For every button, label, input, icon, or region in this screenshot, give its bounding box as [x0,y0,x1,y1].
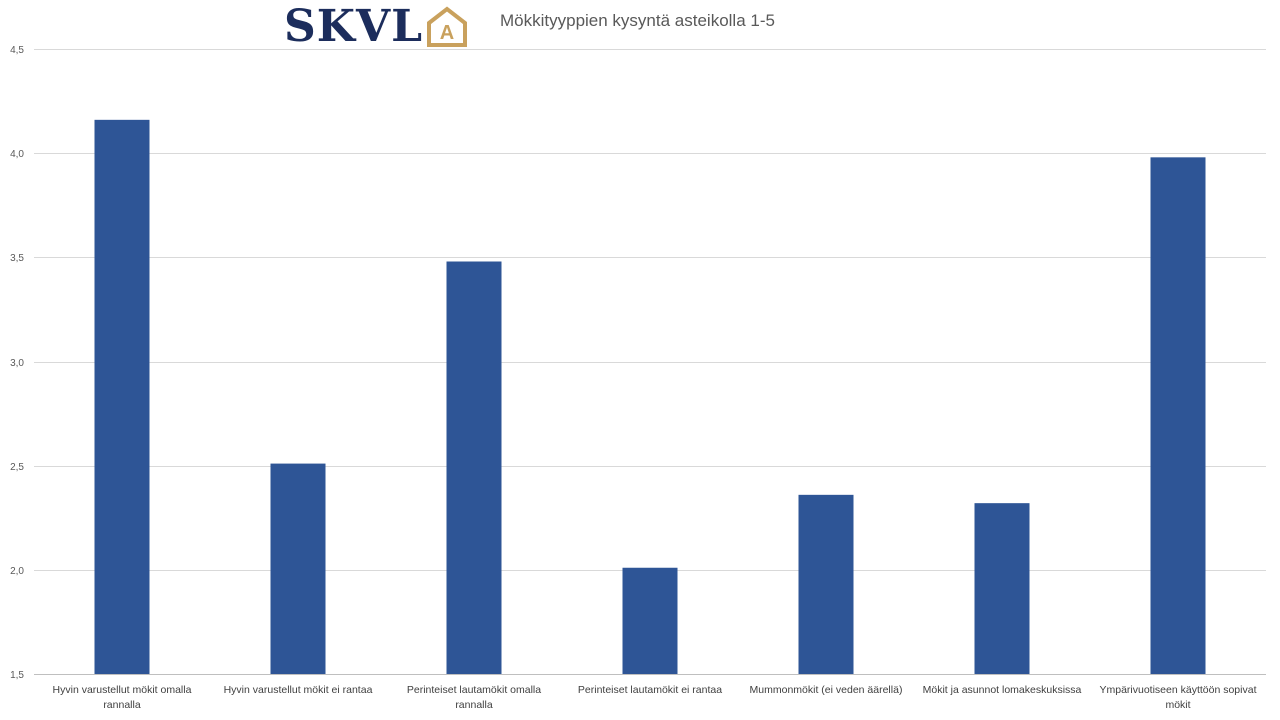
bar [622,567,678,674]
logo-wordmark: SKVL [284,1,424,52]
y-tick-label: 2,0 [10,566,24,577]
skvl-logo: SKVL A [284,4,469,50]
y-tick-label: 4,5 [10,45,24,56]
x-category-label: Hyvin varustellut mökit ei rantaa [224,684,373,696]
logo-mark-letter: A [440,22,454,44]
bar [446,261,502,674]
bars [94,119,1206,675]
y-tick-label: 4,0 [10,149,24,160]
y-tick-label: 1,5 [10,670,24,681]
bar [1150,157,1206,675]
gridlines [34,49,1266,675]
x-category-label: Perinteiset lautamökit ei rantaa [578,684,722,696]
x-category-label: Ympärivuotiseen käyttöön sopivat mökit [1099,684,1256,711]
bar [974,503,1030,674]
y-tick-label: 3,0 [10,358,24,369]
chart-title: Mökkityyppien kysyntä asteikolla 1-5 [500,11,775,30]
x-category-label: Mummonmökit (ei veden äärellä) [750,684,903,696]
x-category-label: Hyvin varustellut mökit omalla rannalla [53,684,192,711]
bar [94,119,150,675]
house-a-logo-icon: A [427,6,468,47]
x-category-label: Perinteiset lautamökit omalla rannalla [407,684,541,711]
bar [798,494,854,674]
y-axis-ticks: 1,5 2,0 2,5 3,0 3,5 4,0 4,5 [10,45,24,681]
y-tick-label: 2,5 [10,462,24,473]
y-tick-label: 3,5 [10,253,24,264]
x-axis-labels: Hyvin varustellut mökit omalla rannalla Hy… [53,684,1257,711]
x-category-label: Mökit ja asunnot lomakeskuksissa [923,684,1082,696]
bar [270,463,326,674]
